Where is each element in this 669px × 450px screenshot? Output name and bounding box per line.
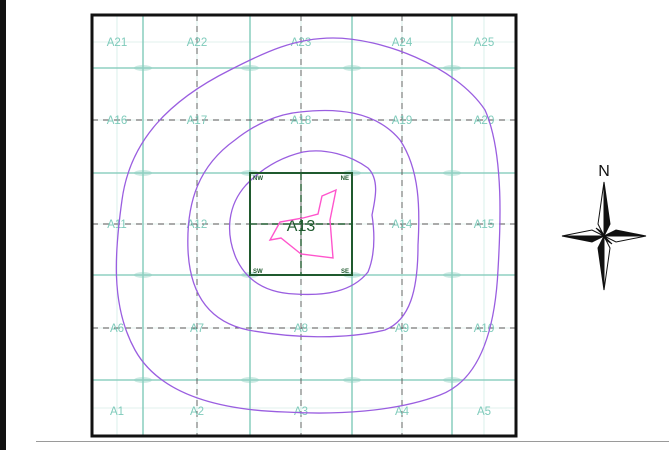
tile-label: A24 [392,37,413,49]
grid-intersection-mark [134,377,152,383]
tile-label: A11 [107,219,127,231]
tile-label: A4 [395,406,410,418]
tile-label: A20 [474,115,494,127]
tile-label: A6 [110,323,124,335]
tile-label: A15 [474,219,494,231]
tile-label: A7 [190,323,204,335]
tile-grid [92,15,516,436]
corner-label-sw: SW [253,269,263,275]
tile-label: A16 [107,115,127,127]
tile-label: A19 [392,115,412,127]
tile-label: A1 [110,406,124,418]
tile-label: A5 [477,406,491,418]
corner-label-ne: NE [341,176,349,182]
contour-inner [228,150,377,296]
corner-label-se: SE [341,269,349,275]
compass-rose: N [561,163,647,291]
highlighted-tile-label: A13 [287,218,316,235]
tile-label: A14 [392,219,413,231]
map-border [90,13,518,438]
tile-label: A25 [474,37,494,49]
contour-middle [187,109,420,338]
tile-label: A8 [294,323,308,335]
corner-label-nw: NW [253,176,263,182]
footer-divider [36,441,669,442]
contour-lines [115,37,501,414]
tile-label: A3 [294,406,308,418]
tile-label: A22 [187,37,207,49]
grid-intersection-mark [443,377,461,383]
tile-label: A17 [187,115,207,127]
grid-intersection-mark [443,170,461,176]
tile-label: A18 [291,115,311,127]
grid-watermark-marks [134,65,461,383]
grid-intersection-mark [343,65,361,71]
grid-intersection-mark [343,377,361,383]
contour-outer [115,37,501,414]
highlighted-tile-group: NW NE SW SE A13 [249,172,353,276]
compass-star-icon [561,181,647,291]
tile-label: A12 [187,219,207,231]
grid-intersection-mark [443,272,461,278]
grid-intersection-mark [134,65,152,71]
map-background [92,15,516,436]
grid-intersection-mark [134,272,152,278]
tile-label: A9 [395,323,409,335]
page-left-edge-bar [0,0,6,450]
tile-label: A2 [190,406,204,418]
compass-north-label: N [598,163,610,180]
grid-intersection-mark [241,65,259,71]
core-area-shape [268,188,337,259]
grid-intersection-mark [443,65,461,71]
grid-intersection-mark [134,170,152,176]
grid-intersection-mark [241,377,259,383]
tile-label: A21 [107,37,127,49]
